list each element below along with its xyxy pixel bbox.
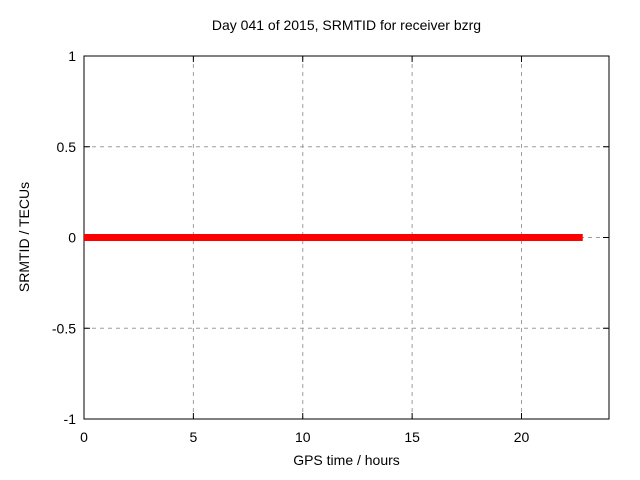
y-tick-label: 0.5 <box>57 139 77 155</box>
chart-title: Day 041 of 2015, SRMTID for receiver bzr… <box>211 17 482 33</box>
x-axis-label: GPS time / hours <box>293 452 400 468</box>
x-tick-label: 15 <box>404 429 420 445</box>
x-tick-label: 20 <box>514 429 530 445</box>
x-tick-label: 10 <box>295 429 311 445</box>
y-tick-label: 0 <box>68 230 76 246</box>
y-tick-label: -0.5 <box>52 320 76 336</box>
y-tick-label: -1 <box>64 411 77 427</box>
y-tick-label: 1 <box>68 48 76 64</box>
x-tick-label: 5 <box>189 429 197 445</box>
x-tick-label: 0 <box>80 429 88 445</box>
